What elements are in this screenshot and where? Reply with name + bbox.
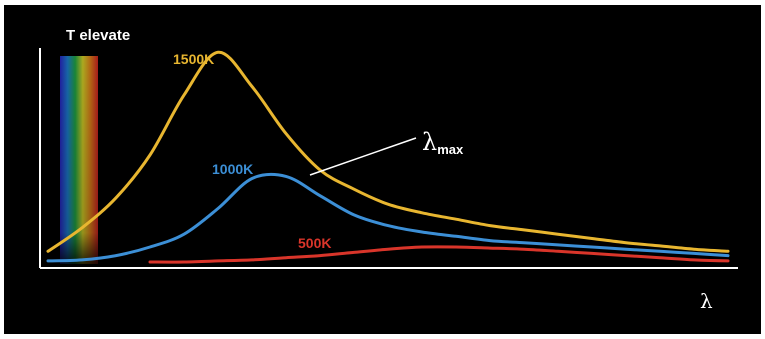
- chart-frame: [4, 5, 761, 334]
- series-label-500k: 500K: [298, 235, 331, 251]
- x-axis-label: λ: [700, 289, 713, 313]
- lambda-max-label: λmax: [422, 128, 464, 157]
- series-label-1000k: 1000K: [212, 161, 253, 177]
- top-annotation: T elevate: [66, 27, 130, 44]
- visible-spectrum-shade: [60, 56, 98, 264]
- lambda-max-symbol: λ: [422, 128, 437, 156]
- series-line-1500k: [46, 50, 730, 253]
- lambda-max-pointer: [309, 137, 417, 176]
- lambda-max-subscript: max: [437, 142, 464, 157]
- series-group: [46, 50, 730, 264]
- series-line-1000k: [46, 172, 730, 263]
- series-label-1500k: 1500K: [173, 51, 214, 67]
- series-line-500k: [148, 245, 730, 264]
